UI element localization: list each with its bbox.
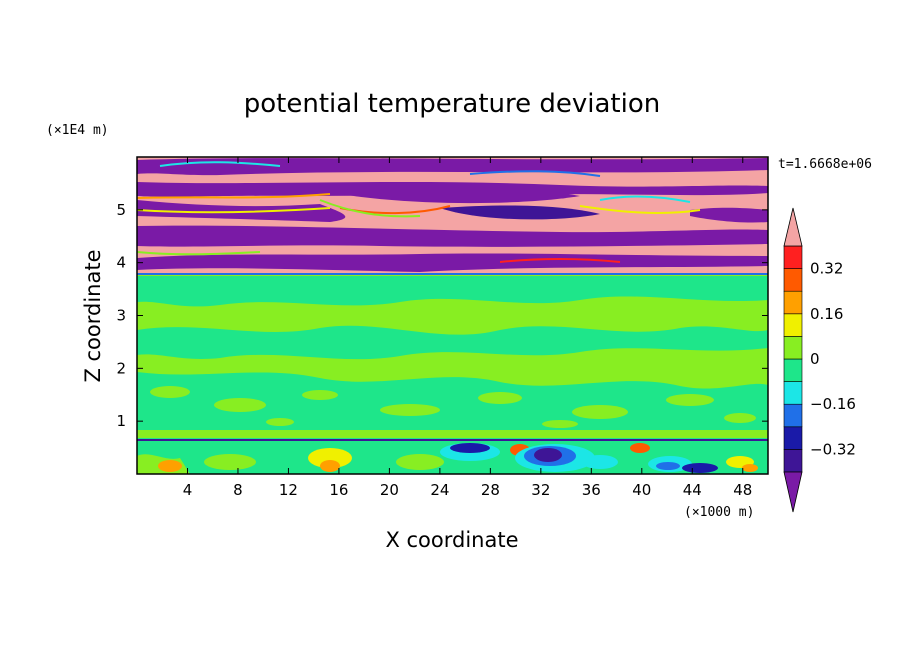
colorbar-cell bbox=[783, 336, 803, 360]
colorbar-tick-label: 0.32 bbox=[810, 260, 843, 278]
y-unit-label: (×1E4 m) bbox=[46, 123, 109, 138]
x-tick-label: 20 bbox=[380, 481, 399, 499]
colorbar-tick-label: −0.32 bbox=[810, 440, 856, 458]
x-tick-label: 32 bbox=[531, 481, 550, 499]
chart-title: potential temperature deviation bbox=[244, 89, 660, 119]
x-tick-label: 28 bbox=[481, 481, 500, 499]
colorbar-tick-label: −0.16 bbox=[810, 395, 856, 413]
colorbar-cell bbox=[783, 381, 803, 405]
colorbar-cell bbox=[783, 403, 803, 428]
colorbar bbox=[783, 207, 803, 513]
colorbar-cell bbox=[783, 268, 803, 292]
y-axis-label: Z coordinate bbox=[81, 249, 105, 382]
x-tick-label: 16 bbox=[329, 481, 348, 499]
x-axis: 4 8 12 16 20 24 28 32 36 40 44 48 bbox=[183, 157, 752, 499]
colorbar-cell bbox=[783, 426, 803, 450]
y-tick-label: 1 bbox=[116, 412, 126, 430]
colorbar-tick-label: 0 bbox=[810, 350, 820, 368]
x-tick-label: 24 bbox=[430, 481, 449, 499]
x-tick-label: 8 bbox=[233, 481, 243, 499]
y-tick-label: 2 bbox=[116, 359, 126, 377]
x-unit-label: (×1000 m) bbox=[684, 505, 754, 520]
colorbar-bottom-triangle bbox=[783, 471, 803, 513]
colorbar-cell bbox=[783, 449, 803, 473]
colorbar-cell bbox=[783, 358, 803, 382]
x-axis-label: X coordinate bbox=[385, 528, 518, 552]
x-tick-label: 4 bbox=[183, 481, 193, 499]
x-tick-label: 36 bbox=[582, 481, 601, 499]
colorbar-tick-label: 0.16 bbox=[810, 305, 843, 323]
colorbar-cell bbox=[783, 313, 803, 337]
time-label: t=1.6668e+06 bbox=[778, 157, 872, 172]
x-tick-label: 48 bbox=[733, 481, 752, 499]
x-tick-label: 44 bbox=[683, 481, 702, 499]
contour-field bbox=[137, 157, 768, 474]
x-tick-label: 40 bbox=[632, 481, 651, 499]
colorbar-cell bbox=[783, 245, 803, 269]
y-tick-label: 3 bbox=[116, 307, 126, 325]
y-axis: 1 2 3 4 5 bbox=[116, 201, 768, 430]
y-tick-label: 5 bbox=[116, 201, 126, 219]
x-tick-label: 12 bbox=[279, 481, 298, 499]
colorbar-ticks: 0.32 0.16 0 −0.16 −0.32 bbox=[810, 260, 856, 459]
y-tick-label: 4 bbox=[116, 254, 126, 272]
colorbar-cell bbox=[783, 290, 803, 315]
colorbar-top-triangle bbox=[783, 207, 803, 247]
